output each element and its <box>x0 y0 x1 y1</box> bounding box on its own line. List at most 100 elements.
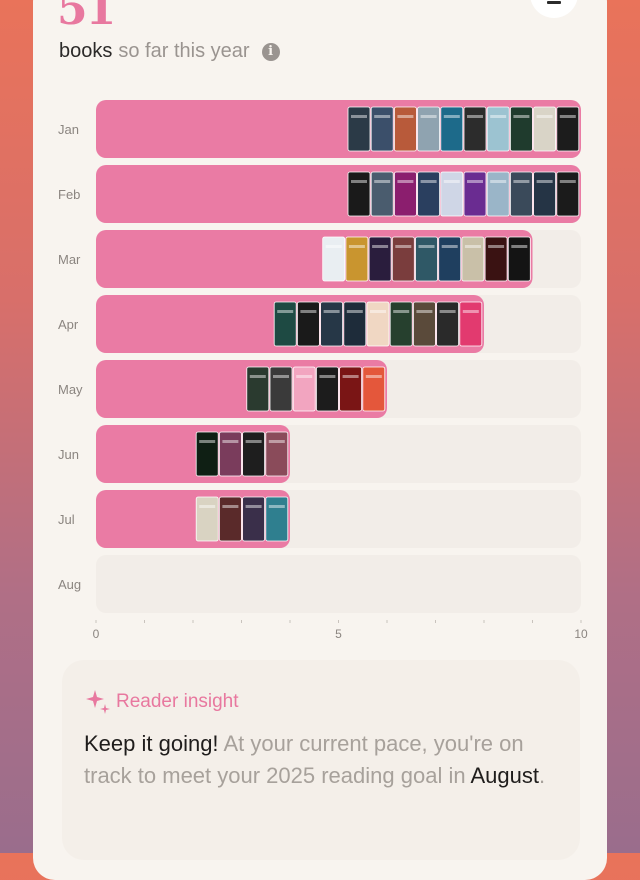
insight-text: Keep it going! At your current pace, you… <box>84 728 554 792</box>
book-cover <box>393 171 417 217</box>
insight-title: Reader insight <box>116 691 239 712</box>
book-cover-title <box>467 180 483 183</box>
book-cover <box>393 106 417 152</box>
book-cover <box>322 236 346 282</box>
book-cover-title <box>536 180 553 183</box>
book-cover <box>533 171 556 217</box>
book-cover <box>345 236 369 282</box>
book-cover-title <box>397 180 414 183</box>
book-cover-title <box>462 310 479 313</box>
book-cover-title <box>199 505 216 508</box>
book-cover-title <box>319 375 336 378</box>
book-cover <box>556 171 580 217</box>
insight-end: . <box>538 763 546 788</box>
book-cover-title <box>374 115 391 118</box>
y-tick-label: Jan <box>58 122 79 137</box>
book-cover-title <box>300 310 317 313</box>
book-cover-title <box>464 245 481 248</box>
book-cover-title <box>443 180 460 183</box>
book-cover <box>242 496 266 542</box>
book-cover <box>195 431 219 477</box>
book-cover-title <box>467 115 483 118</box>
book-cover <box>509 106 533 152</box>
insight-lead: Keep it going! <box>84 731 219 756</box>
insight-message: At your current pace, you're on track to… <box>84 731 524 788</box>
book-cover <box>320 301 344 347</box>
book-cover-title <box>268 440 285 443</box>
book-cover <box>296 301 320 347</box>
book-cover <box>486 106 510 152</box>
menu-button[interactable] <box>530 0 578 18</box>
book-cover <box>343 301 367 347</box>
book-cover-title <box>342 375 359 378</box>
book-cover-title <box>559 180 576 183</box>
book-cover <box>370 106 394 152</box>
x-tick-label: 0 <box>93 627 100 641</box>
book-cover-title <box>420 180 437 183</box>
book-cover <box>315 366 339 412</box>
book-cover <box>370 171 394 217</box>
book-cover <box>347 106 371 152</box>
book-cover-title <box>513 115 530 118</box>
book-cover-title <box>418 245 435 248</box>
book-cover <box>533 106 556 152</box>
book-cover <box>195 496 219 542</box>
book-cover <box>463 106 487 152</box>
book-cover-title <box>443 115 460 118</box>
book-cover <box>366 301 390 347</box>
books-suffix: so far this year <box>118 40 250 62</box>
x-tick-label: 10 <box>574 627 588 641</box>
book-cover <box>273 301 297 347</box>
book-cover-title <box>273 375 289 378</box>
book-cover-title <box>249 375 266 378</box>
book-cover-title <box>513 180 530 183</box>
sparkle-icon <box>86 690 110 714</box>
book-cover-title <box>393 310 410 313</box>
y-tick-label: Jul <box>58 512 75 527</box>
book-cover-title <box>365 375 382 378</box>
book-cover-title <box>222 505 239 508</box>
book-cover-title <box>559 115 576 118</box>
book-cover <box>269 366 293 412</box>
book-cover-title <box>511 245 528 248</box>
book-cover <box>436 301 460 347</box>
book-cover <box>507 236 531 282</box>
book-cover <box>265 431 289 477</box>
bar-track <box>96 555 581 613</box>
book-cover-title <box>348 245 365 248</box>
book-cover <box>362 366 386 412</box>
book-cover-title <box>296 375 313 378</box>
book-cover-title <box>397 115 414 118</box>
book-cover <box>440 106 464 152</box>
book-cover <box>417 106 441 152</box>
books-count: 51 <box>57 0 116 35</box>
book-cover-title <box>439 310 456 313</box>
book-cover <box>459 301 483 347</box>
book-cover-title <box>268 505 285 508</box>
book-cover-title <box>245 505 262 508</box>
book-cover-title <box>245 440 262 443</box>
book-cover <box>391 236 415 282</box>
book-cover <box>412 301 436 347</box>
monthly-books-chart: Jan Feb Mar Apr May Jun Jul Aug 0 5 10 <box>58 100 588 641</box>
book-cover <box>556 106 580 152</box>
y-tick-label: May <box>58 382 83 397</box>
book-cover <box>242 431 266 477</box>
books-subtitle: books so far this year i <box>59 40 280 63</box>
book-cover <box>339 366 363 412</box>
info-icon[interactable]: i <box>261 42 280 61</box>
book-cover <box>463 171 487 217</box>
book-cover <box>440 171 464 217</box>
book-cover <box>509 171 533 217</box>
book-cover <box>265 496 289 542</box>
y-tick-label: Feb <box>58 187 80 202</box>
y-tick-label: Apr <box>58 317 79 332</box>
book-cover-title <box>395 245 412 248</box>
book-cover <box>486 171 510 217</box>
book-cover-title <box>441 245 458 248</box>
y-tick-label: Aug <box>58 577 81 592</box>
book-cover-title <box>222 440 239 443</box>
y-tick-label: Jun <box>58 447 79 462</box>
book-cover <box>246 366 270 412</box>
book-cover-title <box>536 115 553 118</box>
